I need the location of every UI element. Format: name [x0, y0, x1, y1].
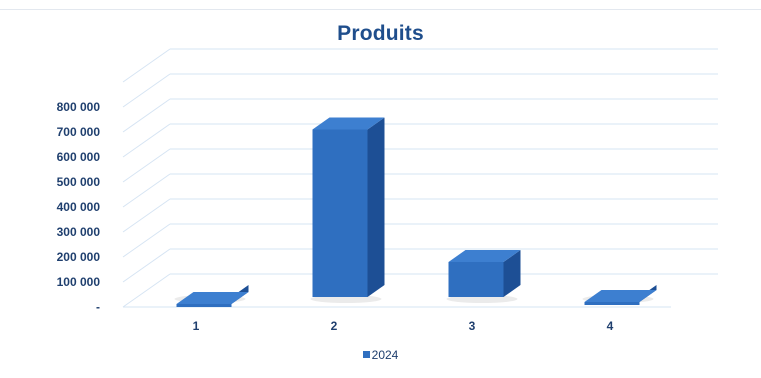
bar-top [312, 117, 385, 130]
y-tick-label: 600 000 [57, 150, 101, 164]
legend-label-2024: 2024 [371, 348, 399, 362]
top-divider [0, 9, 761, 10]
gridline-side [122, 98, 171, 133]
y-tick-label: 700 000 [57, 125, 101, 139]
y-tick-label: 400 000 [57, 200, 101, 214]
bar-top [584, 290, 657, 302]
gridline-side [122, 148, 171, 183]
legend-swatch-2024 [362, 351, 370, 358]
bar-front [584, 302, 640, 305]
gridline-side [122, 123, 171, 158]
bar-side [503, 250, 521, 297]
chart-title: Produits [337, 22, 424, 45]
x-tick-label: 2 [331, 319, 338, 333]
x-tick-label: 1 [193, 319, 200, 333]
bar-front [448, 262, 504, 297]
gridline-side [122, 73, 171, 108]
legend: 2024 [0, 348, 761, 362]
y-tick-label: 100 000 [57, 275, 101, 289]
x-tick-label: 4 [607, 319, 614, 333]
bar-top [448, 250, 521, 262]
y-tick-label: - [96, 300, 100, 314]
bar-front [312, 129, 368, 297]
gridline-side [122, 173, 171, 208]
bar-front [176, 304, 232, 307]
gridline-side [122, 273, 171, 308]
gridline-side [122, 48, 171, 83]
bar-top [176, 292, 249, 304]
y-tick-label: 500 000 [57, 175, 101, 189]
y-tick-label: 800 000 [57, 100, 101, 114]
y-tick-label: 300 000 [57, 225, 101, 239]
x-tick-label: 3 [469, 319, 476, 333]
gridline-side [122, 248, 171, 283]
y-tick-label: 200 000 [57, 250, 101, 264]
gridline-side [122, 223, 171, 258]
gridline-side [122, 198, 171, 233]
bar-side [367, 117, 385, 297]
